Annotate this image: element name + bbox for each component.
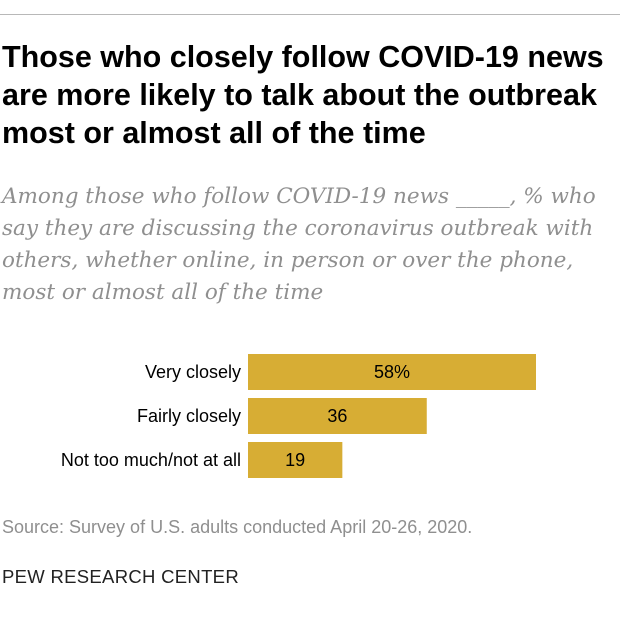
chart-title: Those who closely follow COVID-19 news a… [2, 40, 604, 150]
category-label-0: Very closely [145, 362, 241, 382]
source-note: Source: Survey of U.S. adults conducted … [2, 517, 473, 537]
category-label-2: Not too much/not at all [61, 450, 241, 470]
bar-2 [248, 442, 343, 478]
value-label-2: 19 [285, 450, 305, 470]
chart-subtitle: Among those who follow COVID-19 news ___… [2, 184, 596, 305]
bar-0 [248, 354, 536, 390]
value-label-1: 36 [327, 406, 347, 426]
bar-chart: Very closely 58% Fairly closely 36 Not too m… [61, 354, 536, 478]
value-label-0: 58% [374, 362, 410, 382]
category-label-1: Fairly closely [137, 406, 241, 426]
top-rule [0, 14, 620, 15]
bar-1 [248, 398, 427, 434]
pew-research-center-logo: PEW RESEARCH CENTER [2, 566, 239, 587]
